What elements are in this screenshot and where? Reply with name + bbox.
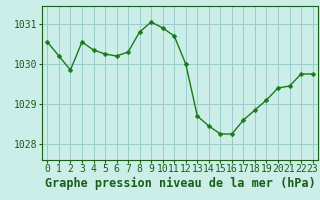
- X-axis label: Graphe pression niveau de la mer (hPa): Graphe pression niveau de la mer (hPa): [44, 177, 316, 190]
